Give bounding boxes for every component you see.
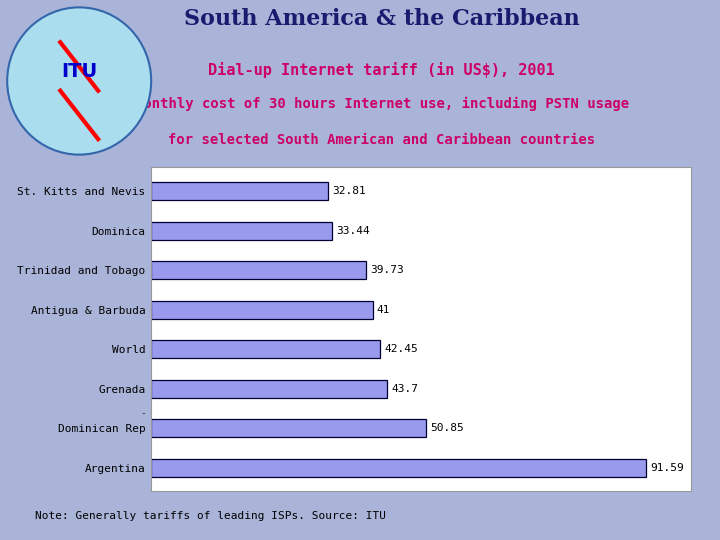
Bar bbox=[151, 459, 646, 477]
Text: Monthly cost of 30 hours Internet use, including PSTN usage: Monthly cost of 30 hours Internet use, i… bbox=[135, 97, 629, 111]
Bar bbox=[151, 261, 366, 279]
Text: 42.45: 42.45 bbox=[384, 344, 418, 354]
Bar bbox=[151, 380, 387, 397]
Text: 41: 41 bbox=[377, 305, 390, 315]
Text: for selected South American and Caribbean countries: for selected South American and Caribbea… bbox=[168, 133, 595, 147]
Text: 91.59: 91.59 bbox=[650, 463, 684, 472]
Text: 50.85: 50.85 bbox=[430, 423, 464, 433]
Text: Note: Generally tariffs of leading ISPs. Source: ITU: Note: Generally tariffs of leading ISPs.… bbox=[35, 511, 386, 521]
Text: South America & the Caribbean: South America & the Caribbean bbox=[184, 8, 580, 30]
Text: 43.7: 43.7 bbox=[392, 383, 418, 394]
Text: 32.81: 32.81 bbox=[333, 186, 366, 196]
Bar bbox=[151, 340, 380, 358]
Text: -: - bbox=[140, 408, 145, 418]
Text: ITU: ITU bbox=[61, 62, 97, 81]
Bar bbox=[151, 301, 373, 319]
Bar bbox=[151, 182, 328, 200]
Bar bbox=[151, 222, 332, 240]
Bar bbox=[151, 419, 426, 437]
Text: Dial-up Internet tariff (in US$), 2001: Dial-up Internet tariff (in US$), 2001 bbox=[208, 62, 555, 78]
Circle shape bbox=[7, 8, 151, 154]
Text: 33.44: 33.44 bbox=[336, 226, 370, 235]
Text: 39.73: 39.73 bbox=[370, 265, 404, 275]
